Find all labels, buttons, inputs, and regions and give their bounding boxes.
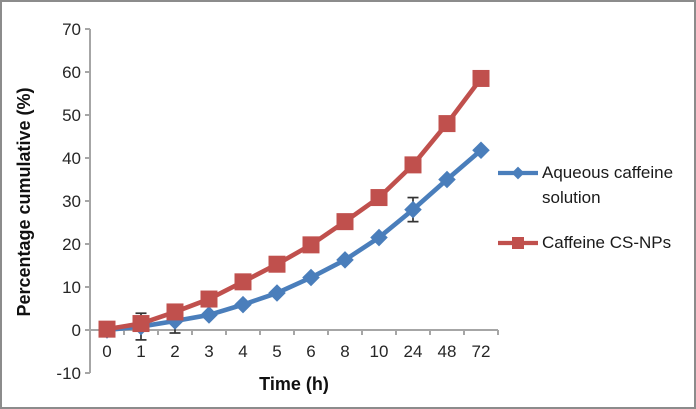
square-marker [98, 320, 116, 338]
y-tick-label: 10 [62, 278, 81, 297]
square-marker [404, 156, 422, 174]
diamond-marker [302, 268, 320, 287]
x-axis [89, 329, 499, 335]
x-tick-label: 5 [272, 342, 281, 361]
x-tick-label: 2 [170, 342, 179, 361]
diamond-marker-legend-icon [498, 166, 538, 180]
diamond-marker [511, 166, 525, 180]
y-tick-label: 70 [62, 20, 81, 39]
legend-item-caffeine-cs-nps: Caffeine CS-NPs [498, 230, 694, 255]
x-tick-label: 3 [204, 342, 213, 361]
x-tick-label: 48 [438, 342, 457, 361]
x-tick-label: 6 [306, 342, 315, 361]
square-marker [512, 237, 524, 249]
square-marker [132, 315, 150, 333]
series-caffeine-cs-nps [98, 69, 490, 338]
x-tick-label: 72 [472, 342, 491, 361]
square-marker [268, 255, 286, 273]
y-tick-label: -10 [56, 364, 81, 383]
legend-item-aqueous-caffeine-solution: Aqueous caffeine solution [498, 160, 694, 210]
square-marker [166, 303, 184, 321]
diamond-marker [438, 170, 456, 189]
square-marker [234, 273, 252, 291]
x-tick-label: 0 [102, 342, 111, 361]
square-marker [438, 115, 456, 133]
x-tick-label: 1 [136, 342, 145, 361]
x-tick-label: 24 [404, 342, 423, 361]
series-aqueous-caffeine-solution [98, 141, 490, 341]
diamond-marker [370, 228, 388, 247]
x-tick-label: 10 [370, 342, 389, 361]
square-marker-legend-icon [498, 237, 538, 249]
diamond-marker [472, 141, 490, 160]
legend-label: Caffeine CS-NPs [542, 233, 672, 252]
series-line [104, 147, 484, 333]
y-tick-label: 20 [62, 235, 81, 254]
square-marker [200, 290, 218, 308]
diamond-marker [268, 284, 286, 302]
y-tick-label: 30 [62, 192, 81, 211]
y-axis-title: Percentage cumulative (%) [14, 87, 34, 317]
diamond-marker [200, 306, 218, 324]
series-line [104, 76, 484, 332]
square-marker [302, 236, 320, 254]
y-axis [85, 28, 91, 374]
x-axis-title: Time (h) [259, 374, 329, 394]
x-tick-label: 8 [340, 342, 349, 361]
y-tick-label: 40 [62, 149, 81, 168]
legend: Aqueous caffeine solution Caffeine CS-NP… [498, 160, 694, 255]
square-marker [472, 69, 490, 87]
square-marker [370, 189, 388, 207]
y-tick-label: 60 [62, 63, 81, 82]
legend-label: Aqueous caffeine solution [542, 163, 674, 207]
diamond-marker [234, 295, 252, 314]
y-tick-label: 50 [62, 106, 81, 125]
square-marker [336, 213, 354, 231]
y-tick-label: 0 [72, 321, 81, 340]
x-tick-label: 4 [238, 342, 247, 361]
